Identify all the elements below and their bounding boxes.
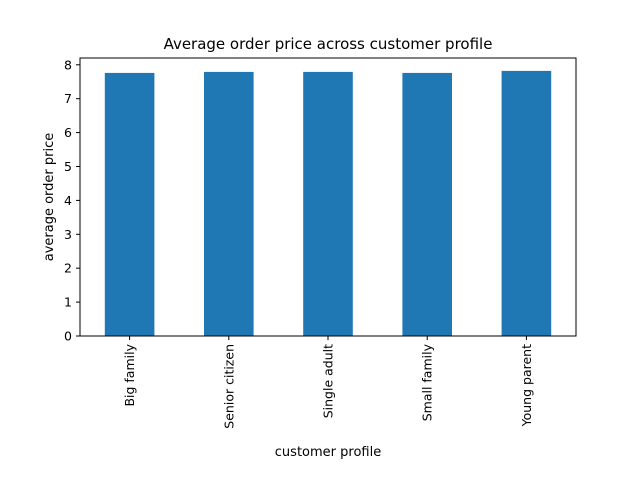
y-tick-label: 4 (64, 193, 72, 208)
plot-area-frame (79, 57, 577, 337)
y-tick-label: 6 (64, 125, 72, 140)
y-axis-ticks: 0 1 2 3 4 5 6 7 8 (64, 57, 80, 344)
y-tick-label: 2 (64, 261, 72, 276)
bar-single-adult (303, 71, 353, 337)
bar-small-family (402, 72, 452, 336)
y-tick-label: 8 (64, 57, 72, 72)
y-tick-label: 7 (64, 91, 72, 106)
y-tick-label: 3 (64, 227, 72, 242)
x-tick-label: Big family (122, 343, 137, 406)
x-tick-label: Young parent (519, 344, 534, 427)
x-tick-label: Small family (420, 343, 435, 421)
x-tick-label: Senior citizen (221, 344, 236, 429)
y-tick-label: 1 (64, 295, 72, 310)
x-tick-label: Single adult (321, 344, 336, 418)
x-axis-label: customer profile (275, 445, 381, 460)
bar-senior-citizen (204, 71, 254, 337)
y-tick-label: 5 (64, 159, 72, 174)
bar-big-family (104, 72, 155, 336)
bars-group (104, 70, 552, 337)
y-tick-label: 0 (64, 329, 72, 344)
x-axis-ticks: Big family Senior citizen Single adult Smal… (122, 336, 534, 429)
y-axis-label: average order price (42, 133, 57, 262)
chart-title: Average order price across customer prof… (164, 35, 493, 53)
bar-young-parent (501, 70, 552, 336)
